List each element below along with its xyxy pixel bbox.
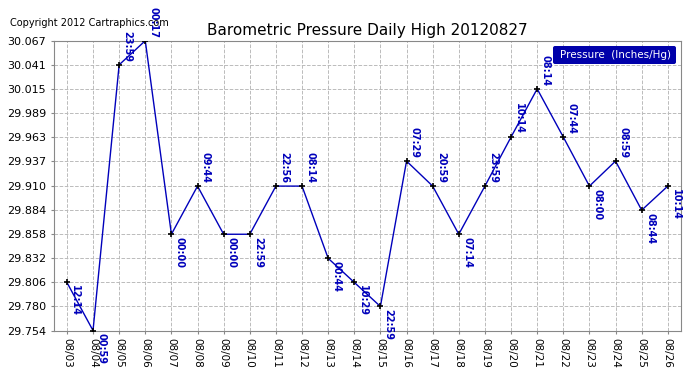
Text: 10:29: 10:29: [357, 285, 368, 316]
Text: 08:00: 08:00: [593, 189, 603, 220]
Text: 23:59: 23:59: [123, 31, 132, 62]
Legend: Pressure  (Inches/Hg): Pressure (Inches/Hg): [553, 46, 676, 64]
Text: 00:00: 00:00: [227, 237, 237, 268]
Text: 00:17: 00:17: [148, 7, 159, 38]
Text: 00:44: 00:44: [331, 261, 342, 292]
Text: 10:14: 10:14: [514, 103, 524, 134]
Text: 08:14: 08:14: [540, 55, 551, 86]
Text: 23:59: 23:59: [489, 152, 498, 183]
Text: Copyright 2012 Cartraphics.com: Copyright 2012 Cartraphics.com: [10, 18, 168, 27]
Text: 07:44: 07:44: [566, 103, 577, 134]
Text: 12:14: 12:14: [70, 285, 80, 316]
Text: 22:56: 22:56: [279, 152, 289, 183]
Text: 00:59: 00:59: [97, 333, 106, 364]
Text: 00:00: 00:00: [175, 237, 185, 268]
Title: Barometric Pressure Daily High 20120827: Barometric Pressure Daily High 20120827: [207, 23, 528, 38]
Text: 10:14: 10:14: [671, 189, 681, 220]
Text: 07:14: 07:14: [462, 237, 472, 268]
Text: 07:29: 07:29: [410, 128, 420, 158]
Text: 08:44: 08:44: [645, 213, 655, 244]
Text: 22:59: 22:59: [253, 237, 263, 268]
Text: 08:14: 08:14: [306, 152, 315, 183]
Text: 22:59: 22:59: [384, 309, 394, 340]
Text: 09:44: 09:44: [201, 152, 211, 183]
Text: 20:59: 20:59: [436, 152, 446, 183]
Text: 08:59: 08:59: [619, 127, 629, 158]
